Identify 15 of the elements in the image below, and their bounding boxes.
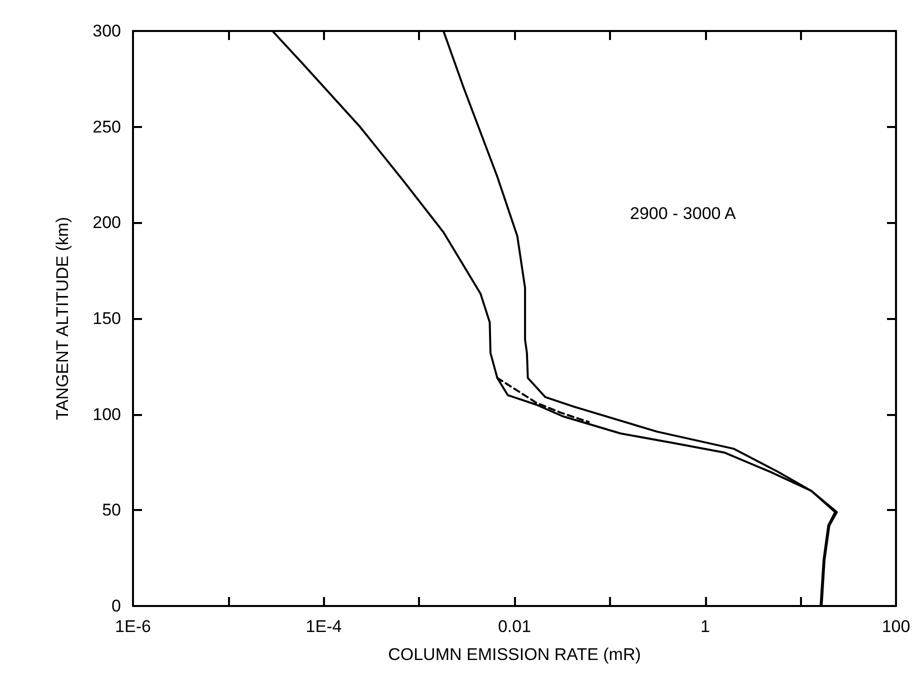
x-tick-label: 1E-6: [115, 617, 151, 636]
y-tick-label: 300: [92, 22, 121, 40]
x-tick-label: 1E-4: [306, 617, 342, 636]
y-tick-label: 0: [112, 596, 121, 616]
x-axis-title: COLUMN EMISSION RATE (mR): [388, 645, 641, 664]
y-tick-label: 200: [92, 213, 121, 232]
y-axis-title: TANGENT ALTITUDE (km): [53, 216, 72, 420]
annotation: 2900 - 3000 A: [630, 204, 737, 223]
x-tick-label: 0.01: [498, 617, 532, 636]
y-tick-label: 100: [92, 404, 121, 424]
x-tick-label: 1: [700, 617, 710, 636]
x-tick-label: 100: [882, 617, 910, 636]
y-tick-label: 250: [92, 117, 121, 136]
y-tick-label: 150: [92, 309, 121, 328]
y-tick-label: 50: [102, 500, 121, 520]
